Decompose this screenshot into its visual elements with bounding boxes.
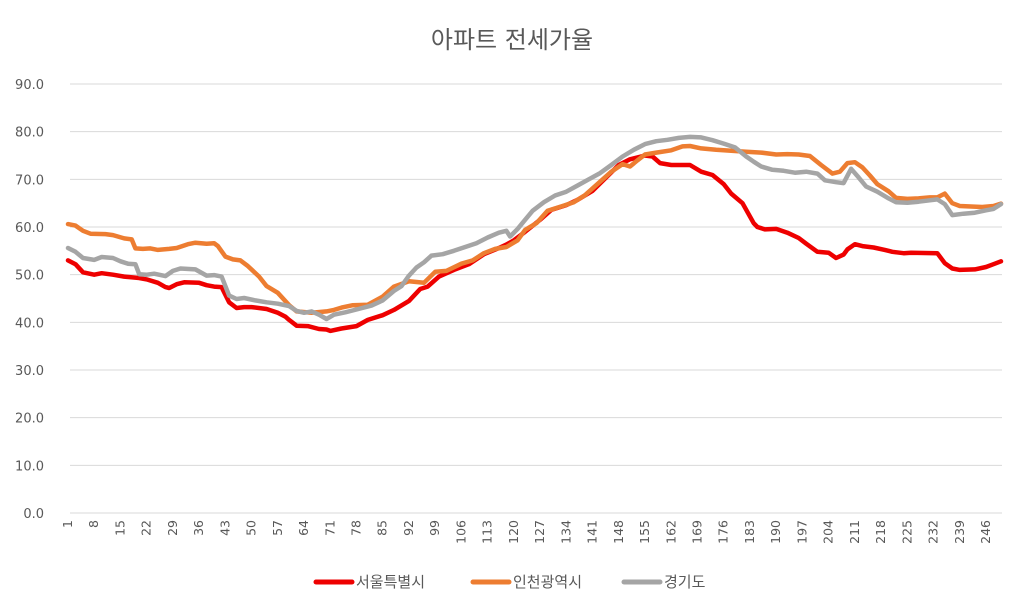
x-tick-label: 134 (558, 520, 573, 544)
x-tick-label: 113 (480, 520, 495, 544)
y-tick-label: 40.0 (15, 316, 44, 331)
x-tick-label: 50 (244, 520, 259, 536)
gridlines (70, 83, 1002, 514)
x-tick-label: 29 (165, 520, 180, 536)
y-tick-label: 50.0 (15, 269, 44, 284)
x-axis-ticks: 1 8 15 22 29 36 43 50 57 64 71 78 85 92 99 106 113 120 127… (60, 520, 993, 544)
series-lines (65, 134, 1004, 334)
y-tick-label: 20.0 (15, 412, 44, 427)
y-tick-label: 90.0 (15, 78, 44, 93)
x-tick-label: 120 (506, 520, 521, 544)
y-tick-label: 60.0 (15, 221, 44, 236)
y-tick-label: 10.0 (15, 459, 44, 474)
x-tick-label: 239 (952, 520, 967, 544)
legend-label-3: 경기도 (664, 573, 706, 591)
x-tick-label: 183 (742, 520, 757, 544)
x-tick-label: 246 (978, 520, 993, 544)
legend-label-1: 서울특별시 (356, 573, 425, 591)
x-tick-label: 36 (191, 520, 206, 536)
x-tick-label: 64 (296, 520, 311, 536)
x-tick-label: 92 (401, 520, 416, 536)
x-tick-label: 211 (847, 520, 862, 544)
x-tick-label: 141 (585, 520, 600, 544)
y-tick-label: 0.0 (23, 507, 44, 522)
x-tick-label: 99 (427, 520, 442, 536)
x-tick-label: 85 (375, 520, 390, 536)
x-tick-label: 148 (611, 520, 626, 544)
x-tick-label: 162 (663, 520, 678, 544)
y-tick-label: 30.0 (15, 364, 44, 379)
x-tick-label: 176 (716, 520, 731, 544)
x-tick-label: 78 (349, 520, 364, 536)
x-tick-label: 190 (768, 520, 783, 544)
x-tick-label: 197 (794, 520, 809, 544)
x-tick-label: 1 (60, 520, 75, 528)
x-tick-label: 57 (270, 520, 285, 536)
chart-title: 아파트 전세가율 (431, 26, 593, 54)
x-tick-label: 169 (689, 520, 704, 544)
x-tick-label: 15 (112, 520, 127, 536)
x-tick-label: 218 (873, 520, 888, 544)
x-tick-label: 204 (821, 520, 836, 544)
x-tick-label: 225 (899, 520, 914, 544)
y-tick-label: 80.0 (15, 126, 44, 141)
legend: 서울특별시 인천광역시 경기도 (313, 573, 706, 591)
x-tick-label: 127 (532, 520, 547, 544)
x-tick-label: 43 (217, 520, 232, 536)
series-line-2 (65, 143, 1004, 316)
y-tick-label: 70.0 (15, 173, 44, 188)
x-tick-label: 22 (139, 520, 154, 536)
x-tick-label: 155 (637, 520, 652, 544)
x-tick-label: 71 (322, 520, 337, 536)
legend-label-2: 인천광역시 (513, 573, 582, 591)
x-tick-label: 106 (453, 520, 468, 544)
x-tick-label: 232 (926, 520, 941, 544)
series-line-3 (65, 134, 1004, 322)
y-axis-ticks: 0.0 10.0 20.0 30.0 40.0 50.0 60.0 70.0 80.0 90.0 (15, 78, 44, 522)
x-tick-label: 8 (86, 520, 101, 528)
